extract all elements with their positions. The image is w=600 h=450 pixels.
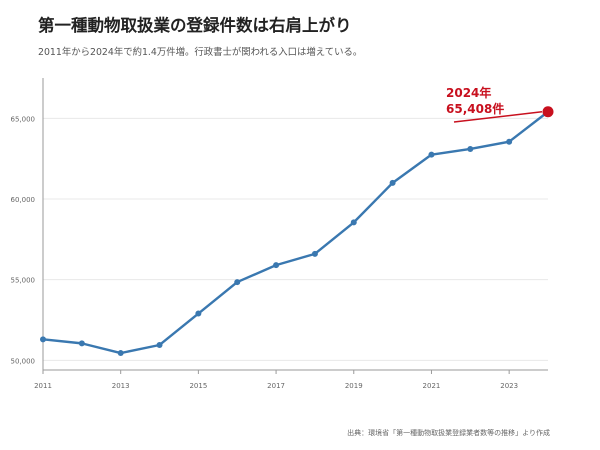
x-tick-label: 2013 [112, 382, 130, 390]
series-line [41, 110, 550, 355]
data-point [506, 138, 513, 145]
source-note: 出典：環境省「第一種動物取扱業登録業者数等の推移」より作成 [347, 429, 550, 437]
data-point [78, 340, 85, 347]
x-tick-label: 2017 [267, 382, 285, 390]
x-tick-label: 2019 [345, 382, 363, 390]
data-point [311, 250, 318, 257]
data-point [389, 179, 396, 186]
data-point [234, 279, 241, 286]
data-series [40, 106, 554, 357]
annotation-pointer [453, 111, 543, 123]
x-tick-label: 2015 [189, 382, 207, 390]
x-tick-label: 2021 [423, 382, 441, 390]
annotation-value-label: 65,408件 [446, 101, 504, 116]
data-point [350, 219, 357, 226]
annotation: 2024年 65,408件 [446, 85, 543, 123]
data-point [467, 145, 474, 152]
y-tick-label: 50,000 [11, 357, 36, 365]
data-point [195, 310, 202, 317]
y-tick-label: 60,000 [11, 196, 36, 204]
chart-subtitle: 2011年から2024年で約1.4万件増。行政書士が関われる入口は増えている。 [38, 47, 363, 58]
chart-title: 第一種動物取扱業の登録件数は右肩上がり [38, 16, 352, 35]
data-point [40, 336, 46, 343]
y-tick-label: 55,000 [11, 277, 36, 285]
grid-lines [43, 117, 548, 361]
data-point [156, 341, 163, 348]
data-point [428, 151, 435, 158]
data-point [117, 350, 124, 357]
y-tick-label: 65,000 [11, 115, 36, 123]
data-point [273, 262, 280, 269]
x-axis-tick-labels: 2011 2013 2015 2017 2019 2021 2023 [34, 382, 518, 390]
x-tick-label: 2023 [500, 382, 518, 390]
axes [42, 78, 548, 374]
annotation-year-label: 2024年 [446, 85, 491, 100]
y-axis-tick-labels: 50,000 55,000 60,000 65,000 [11, 115, 36, 365]
highlight-point [542, 106, 554, 118]
x-tick-label: 2011 [34, 382, 52, 390]
